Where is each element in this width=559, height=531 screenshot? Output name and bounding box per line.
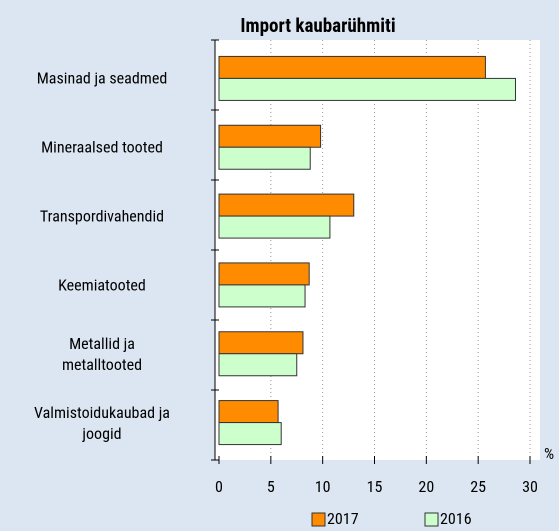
x-tick-label: 25 <box>470 477 486 496</box>
legend-label: 2016 <box>440 509 472 528</box>
bar <box>218 284 306 308</box>
x-tick-label: 20 <box>418 477 434 496</box>
y-tick-label: Keemiatooted <box>58 275 146 295</box>
bar <box>218 262 310 286</box>
y-tick-label: Mineraalsed tooted <box>41 137 163 157</box>
x-tick-label: 0 <box>215 477 223 496</box>
legend-swatch <box>424 512 439 527</box>
bar <box>218 331 304 355</box>
x-axis-unit: % <box>544 444 554 463</box>
y-tick-label: Metallid ja metalltooted <box>61 333 143 374</box>
x-tick-label: 30 <box>522 477 538 496</box>
legend-label: 2017 <box>327 509 359 528</box>
bar <box>218 146 311 170</box>
bar <box>218 124 322 148</box>
bar <box>218 353 298 377</box>
bar <box>218 55 486 79</box>
y-tick-label: Transpordivahendid <box>39 206 165 226</box>
x-tick-label: 15 <box>367 477 383 496</box>
legend-swatch <box>311 512 326 527</box>
plot-area <box>215 40 540 460</box>
y-tick-label: Valmistoidukaubad ja joogid <box>34 402 170 443</box>
x-tick-label: 5 <box>267 477 275 496</box>
y-tick-label: Masinad ja seadmed <box>36 68 168 88</box>
bar <box>218 400 279 424</box>
bar <box>218 215 331 239</box>
bar <box>218 77 516 101</box>
x-tick-label: 10 <box>315 477 331 496</box>
chart-title: Import kaubarühmiti <box>240 14 395 37</box>
bar <box>218 422 282 446</box>
bar <box>218 193 355 217</box>
